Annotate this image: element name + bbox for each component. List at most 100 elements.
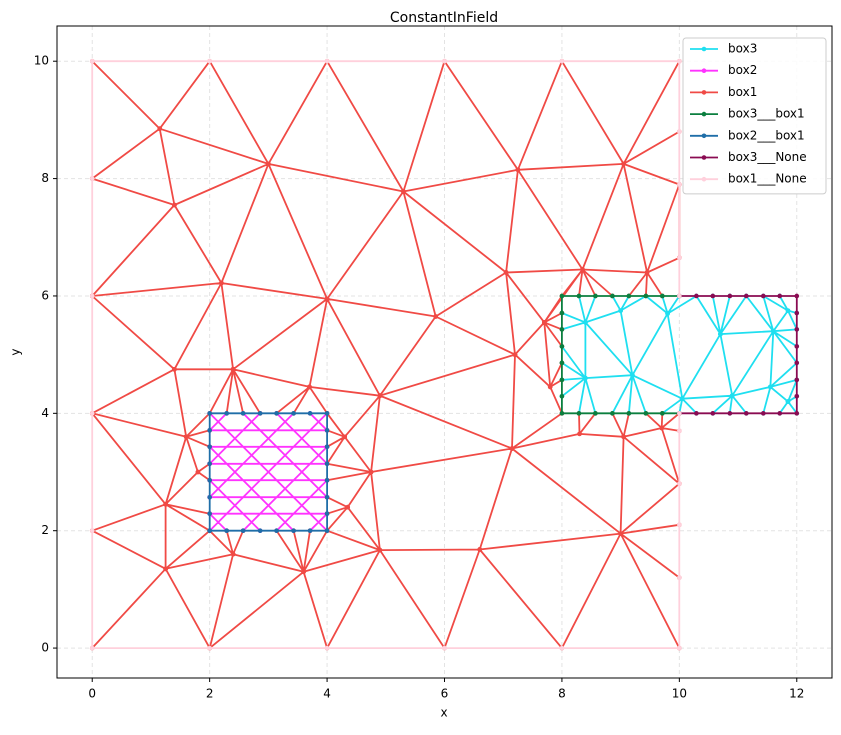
point-marker: [274, 411, 279, 416]
point-marker: [207, 444, 212, 450]
point-marker: [660, 411, 665, 416]
y-tick-label: 0: [41, 641, 49, 655]
y-axis-label: y: [9, 348, 23, 355]
legend-swatch-marker: [701, 111, 707, 117]
legend-label: box3: [728, 42, 757, 56]
point-marker: [794, 310, 800, 316]
point-marker: [257, 411, 263, 416]
point-marker: [643, 293, 649, 299]
point-marker: [677, 481, 682, 487]
point-marker: [618, 308, 623, 313]
point-marker: [794, 293, 800, 299]
point-marker: [710, 293, 716, 299]
point-marker: [665, 311, 670, 316]
point-marker: [401, 189, 406, 194]
point-marker: [777, 293, 783, 299]
point-marker: [230, 551, 236, 557]
point-marker: [207, 428, 212, 433]
point-marker: [677, 129, 682, 134]
point-marker: [324, 645, 330, 651]
axes-frame: [56, 25, 833, 679]
point-marker: [559, 360, 565, 366]
point-marker: [512, 352, 518, 357]
legend-swatch-marker: [701, 68, 707, 73]
point-marker: [710, 411, 716, 416]
legend-label: box2___box1: [728, 128, 805, 142]
point-marker: [89, 176, 95, 181]
point-marker: [442, 58, 447, 64]
point-marker: [610, 293, 615, 299]
point-marker: [777, 411, 783, 416]
x-tick-label: 0: [88, 687, 96, 701]
point-marker: [559, 327, 565, 332]
x-tick-label: 10: [672, 687, 687, 701]
point-marker: [677, 645, 682, 651]
point-marker: [207, 494, 212, 500]
point-marker: [377, 393, 383, 399]
point-marker: [324, 494, 330, 500]
point-marker: [694, 411, 699, 416]
point-marker: [324, 477, 330, 483]
point-marker: [442, 645, 447, 651]
point-marker: [577, 431, 582, 437]
point-marker: [307, 411, 313, 416]
point-marker: [207, 511, 212, 516]
point-marker: [503, 270, 509, 275]
point-marker: [324, 461, 330, 467]
point-marker: [643, 411, 649, 416]
point-marker: [230, 367, 236, 372]
point-marker: [240, 528, 246, 533]
point-marker: [207, 58, 212, 64]
point-marker: [89, 645, 95, 651]
point-marker: [195, 469, 201, 475]
point-marker: [583, 320, 588, 325]
point-marker: [770, 328, 776, 334]
point-marker: [301, 569, 306, 575]
x-tick-label: 2: [206, 687, 214, 701]
point-marker: [677, 58, 682, 64]
y-tick-label: 8: [41, 171, 49, 185]
point-marker: [224, 411, 229, 416]
x-tick-label: 4: [323, 687, 331, 701]
point-marker: [644, 270, 650, 275]
x-tick-label: 8: [558, 687, 566, 701]
point-marker: [743, 411, 749, 416]
legend-swatch-marker: [701, 133, 707, 139]
point-marker: [794, 327, 800, 332]
point-marker: [157, 126, 163, 132]
point-marker: [477, 547, 483, 552]
y-tick-label: 6: [41, 288, 49, 302]
point-marker: [794, 377, 800, 383]
point-marker: [583, 375, 588, 381]
legend: box3 box2 box1 box3___box1 box2___box1 box3__…: [682, 37, 827, 195]
point-marker: [274, 528, 279, 533]
point-marker: [659, 425, 665, 431]
point-marker: [694, 293, 699, 299]
point-marker: [89, 293, 95, 299]
point-marker: [433, 314, 438, 319]
point-marker: [576, 293, 582, 299]
point-marker: [207, 528, 212, 533]
point-marker: [660, 293, 665, 299]
point-marker: [307, 384, 312, 390]
point-marker: [626, 411, 632, 416]
series-line: [209, 412, 328, 532]
point-marker: [729, 393, 735, 399]
point-marker: [89, 528, 95, 533]
point-marker: [559, 645, 565, 651]
point-marker: [291, 528, 296, 533]
point-marker: [219, 280, 224, 286]
point-marker: [621, 434, 626, 440]
point-marker: [324, 444, 330, 450]
legend-label: box1___None: [728, 172, 807, 186]
point-marker: [324, 511, 330, 516]
point-marker: [515, 167, 521, 173]
point-marker: [727, 411, 733, 416]
point-marker: [324, 296, 330, 302]
legend-swatch-marker: [701, 155, 707, 160]
point-marker: [559, 293, 565, 299]
point-marker: [626, 293, 632, 299]
point-marker: [163, 501, 168, 507]
point-marker: [342, 434, 347, 440]
